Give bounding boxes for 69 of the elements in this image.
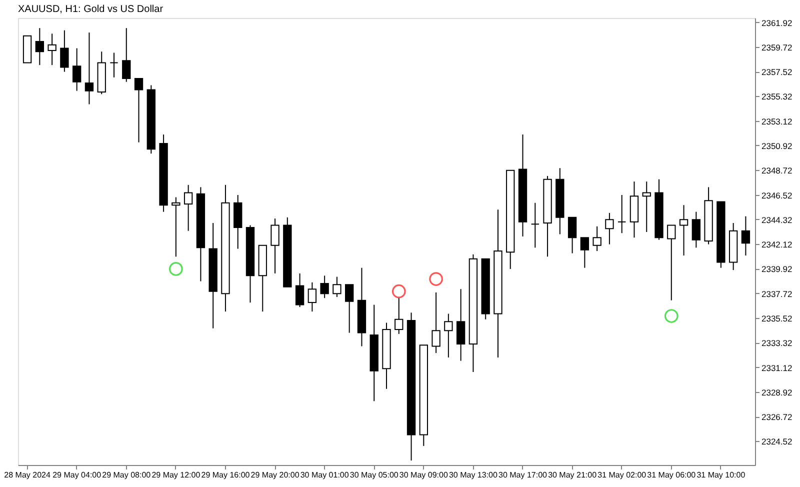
candlestick [605,212,614,245]
x-tick-label: 30 May 13:00 [448,470,498,480]
point [429,272,443,286]
point [664,309,678,323]
y-tick-label: 2335.52 [762,314,792,324]
candlestick [72,48,82,92]
candlestick [84,32,94,105]
candlestick [394,298,404,334]
x-tick-label: 29 May 08:00 [102,470,152,480]
x-tick-label: 29 May 12:00 [152,470,201,480]
candlestick [60,30,69,72]
y-tick-label: 2333.32 [762,338,792,348]
y-tick-label: 2361.92 [762,18,792,28]
x-tick-label: 30 May 21:00 [548,470,598,480]
candlestick [134,78,144,143]
candlestick [667,224,676,301]
x-tick-label: 30 May 05:00 [350,470,399,480]
y-tick-label: 2355.32 [762,92,792,102]
chart-title: XAUUSD, H1: Gold vs US Dollar [18,4,164,15]
y-tick-label: 2342.12 [762,240,792,250]
candlestick [568,216,577,254]
candlestick [332,276,342,298]
point [392,284,406,298]
candlestick [295,272,304,308]
x-tick-label: 30 May 09:00 [399,470,448,480]
y-tick-label: 2344.32 [762,214,792,225]
candlestick [35,28,44,66]
y-tick-label: 2357.52 [762,67,792,78]
candlestick [110,52,118,78]
candlestick [692,211,701,248]
candlestick [741,216,750,256]
candlestick [184,184,193,232]
x-tick-label: 29 May 16:00 [201,470,250,480]
y-tick-label: 2346.52 [762,190,792,200]
candlestick [48,33,56,66]
y-tick-label: 2326.72 [762,412,792,422]
candlestick [456,288,466,362]
x-tick-label: 31 May 10:00 [696,470,746,480]
y-tick-label: 2339.92 [762,264,792,274]
candlestick [320,275,329,299]
candlestick [270,218,280,274]
candlestick [580,237,590,268]
y-tick-label: 2328.92 [762,387,792,398]
y-tick-label: 2359.72 [762,42,792,52]
candlestick [444,313,453,358]
candlestick [432,292,440,354]
point [169,262,183,276]
x-tick-label: 29 May 04:00 [52,470,102,480]
y-tick-label: 2337.72 [762,288,792,299]
y-tick-label: 2348.72 [762,166,792,176]
x-tick-label: 29 May 20:00 [250,470,300,480]
x-tick-label: 31 May 06:00 [647,470,696,480]
candlestick [345,284,354,334]
x-tick-label: 30 May 17:00 [498,470,548,480]
y-tick-label: 2324.52 [762,436,792,447]
x-tick-label: 31 May 02:00 [598,470,647,480]
candlestick [642,181,651,232]
candlestick [308,282,317,312]
y-tick-label: 2353.12 [762,116,792,126]
candlestick [679,204,688,256]
x-tick-label: 30 May 01:00 [300,470,350,480]
x-tick-label: 28 May 2024 [4,470,51,480]
candlestick [618,194,626,234]
y-tick-label: 2350.92 [762,140,792,151]
y-tick-label: 2331.12 [762,362,792,373]
candlestick [530,202,540,248]
candlestick [592,226,602,252]
candlestick [122,28,131,82]
candlestick [172,196,180,258]
